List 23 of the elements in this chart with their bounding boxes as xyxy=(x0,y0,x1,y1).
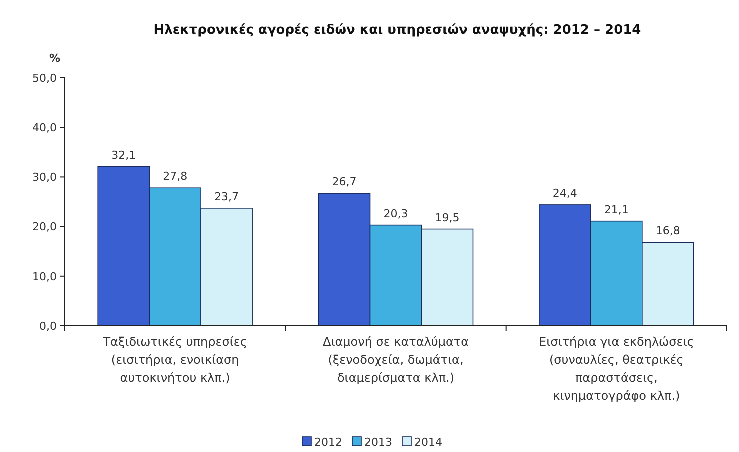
x-tick-label: Διαμονή σε καταλύματα (ξενοδοχεία, δωμάτια, διαμερίσματα κλπ.) xyxy=(322,335,470,385)
data-label: 24,4 xyxy=(552,186,578,200)
y-tick-label: 10,0 xyxy=(32,270,57,284)
y-tick-label: 40,0 xyxy=(32,121,57,134)
data-label: 21,1 xyxy=(604,203,629,216)
legend-label: 2014 xyxy=(414,436,442,449)
chart-title: Ηλεκτρονικές αγορές ειδών και υπηρεσιών αναψυχής: 2012 – 2014 xyxy=(154,23,642,38)
y-axis-title: % xyxy=(49,52,61,65)
y-tick-label: 50,0 xyxy=(32,72,57,85)
legend-label: 2013 xyxy=(364,436,392,449)
data-label: 27,8 xyxy=(163,170,188,184)
data-label: 16,8 xyxy=(656,224,680,238)
y-tick-label: 0,0 xyxy=(40,320,57,333)
legend-label: 2012 xyxy=(314,436,342,449)
data-label: 20,3 xyxy=(384,207,408,220)
data-label: 26,7 xyxy=(332,176,357,189)
y-tick-label: 30,0 xyxy=(32,171,57,184)
x-tick-label: Ταξιδιωτικές υπηρεσίες (εισιτήρια, ενοικίαση αυτοκινήτου κλπ.) xyxy=(102,335,248,385)
x-tick-label: Εισιτήρια για εκδηλώσεις (συναυλίες, θεατρικές παραστάσεις, κινηματογράφο κλπ.) xyxy=(539,335,694,403)
data-label: 19,5 xyxy=(435,211,460,224)
y-tick-label: 20,0 xyxy=(32,220,57,234)
data-label: 32,1 xyxy=(112,148,136,162)
data-label: 23,7 xyxy=(214,190,240,204)
